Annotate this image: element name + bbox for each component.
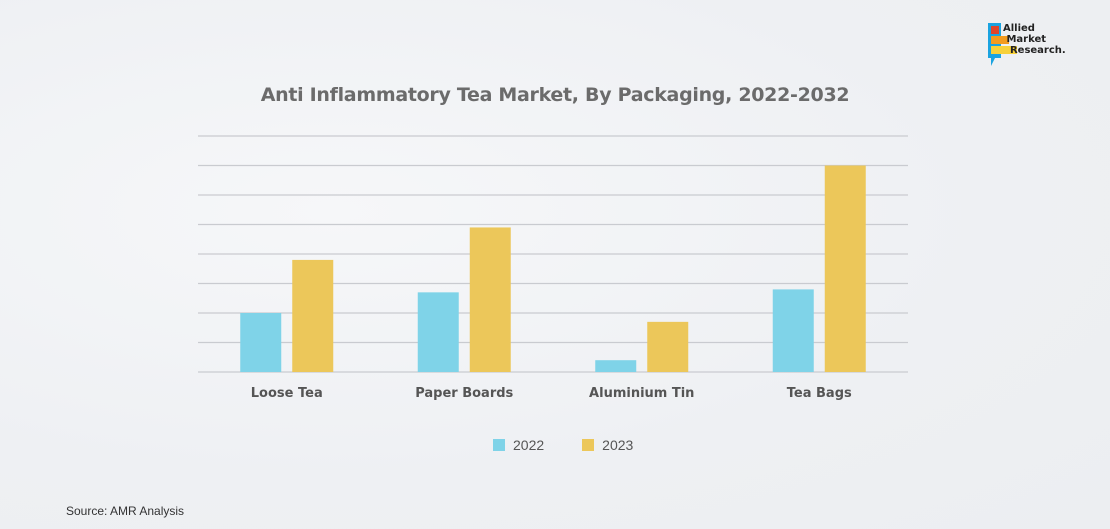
legend-label-2023: 2023 xyxy=(602,437,634,453)
logo-text: Allied Market Research. xyxy=(1003,23,1066,56)
chart-title: Anti Inflammatory Tea Market, By Packagi… xyxy=(260,84,850,106)
bar-2022-loose-tea xyxy=(240,313,282,372)
legend-item-2023: 2023 xyxy=(582,437,633,453)
legend-item-2022: 2022 xyxy=(493,437,544,453)
bar-2023-tea-bags xyxy=(824,165,866,372)
bar-2022-tea-bags xyxy=(772,289,814,372)
bar-2023-aluminium-tin xyxy=(647,321,689,372)
legend-label-2022: 2022 xyxy=(513,437,545,453)
x-tick-label: Paper Boards xyxy=(415,386,513,401)
bar-2023-loose-tea xyxy=(292,259,334,372)
x-tick-label: Aluminium Tin xyxy=(589,386,694,401)
allied-market-research-logo: Allied Market Research. xyxy=(987,22,1087,68)
bar-chart: Loose Tea Paper Boards Aluminium Tin Tea Ba… xyxy=(198,135,908,401)
source-note: Source: AMR Analysis xyxy=(66,504,185,518)
legend-swatch-2022 xyxy=(493,439,505,451)
legend: 2022 2023 xyxy=(493,437,633,453)
x-tick-label: Tea Bags xyxy=(787,386,852,401)
bar-2022-paper-boards xyxy=(417,292,459,372)
logo-icon xyxy=(988,23,1017,66)
bar-2023-paper-boards xyxy=(469,227,511,372)
x-tick-label: Loose Tea xyxy=(251,386,323,401)
bar-2022-aluminium-tin xyxy=(595,360,637,372)
legend-swatch-2023 xyxy=(582,439,595,451)
